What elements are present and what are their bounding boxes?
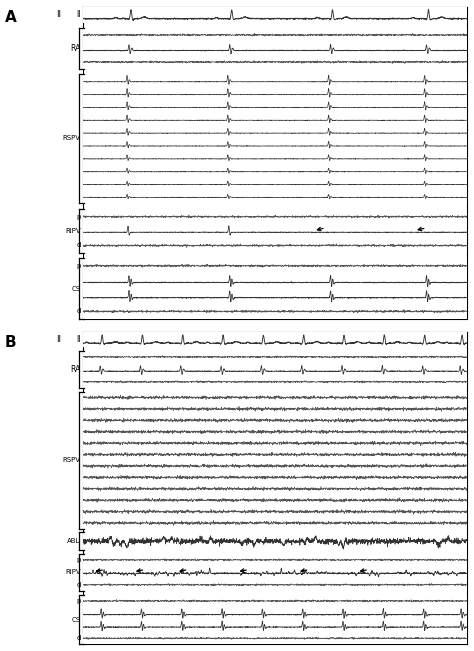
Text: II: II — [56, 335, 62, 344]
Text: d: d — [76, 582, 81, 588]
Text: d: d — [76, 242, 81, 249]
Text: B: B — [5, 335, 17, 350]
Text: II: II — [76, 335, 81, 344]
Text: A: A — [5, 10, 17, 25]
Text: CS: CS — [72, 616, 81, 622]
Text: II: II — [56, 10, 62, 19]
Text: d: d — [76, 309, 81, 314]
Text: RIPV: RIPV — [65, 569, 81, 575]
Text: RIPV: RIPV — [65, 228, 81, 234]
Text: 50mm/sec: 50mm/sec — [421, 630, 461, 639]
Text: RSPV: RSPV — [63, 135, 81, 141]
Text: p: p — [76, 214, 81, 219]
Text: p: p — [76, 598, 81, 604]
Text: ABL: ABL — [67, 538, 81, 544]
Text: 50mm/sec: 50mm/sec — [421, 305, 461, 313]
Text: CS: CS — [72, 286, 81, 292]
Text: p: p — [76, 557, 81, 563]
Text: RA: RA — [70, 44, 81, 53]
Text: d: d — [76, 635, 81, 641]
Text: p: p — [76, 263, 81, 269]
Text: RA: RA — [70, 365, 81, 374]
Text: II: II — [76, 10, 81, 19]
Text: RSPV: RSPV — [63, 457, 81, 464]
